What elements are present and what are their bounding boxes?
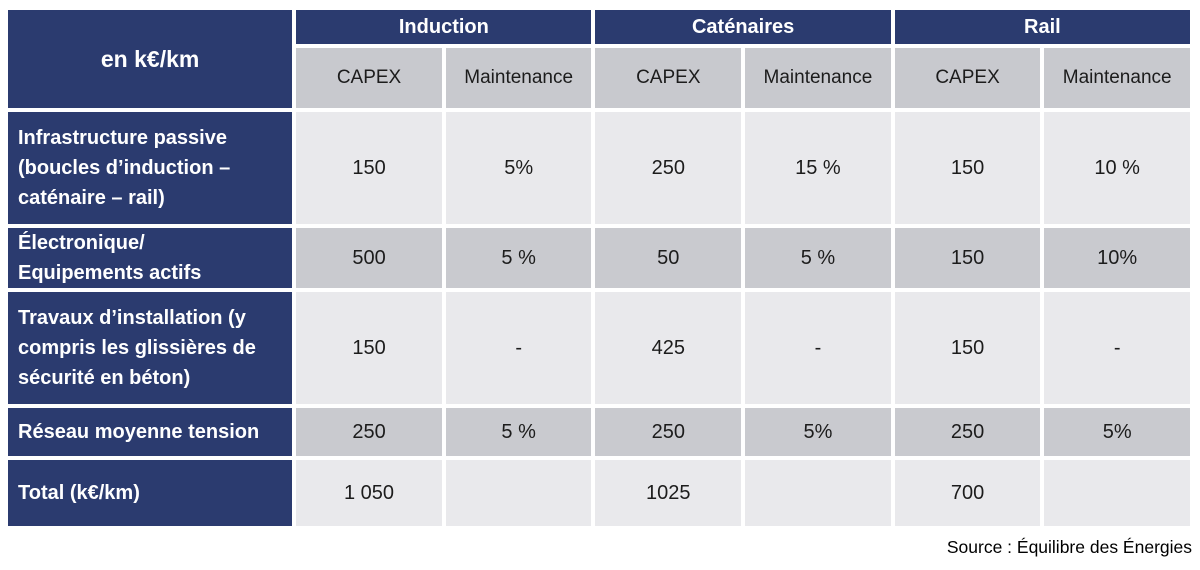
subheader-induction-capex: CAPEX [296,48,442,108]
row-label: Infrastructure passive (boucles d’induct… [8,112,293,224]
cell-rail-capex: 250 [894,408,1041,456]
source-attribution: Source : Équilibre des Énergies [946,537,1192,557]
cell-rail-capex: 150 [894,292,1041,404]
subheader-rail-maintenance: Maintenance [1044,48,1190,108]
table-row-electronique: Électronique/ Equipements actifs 500 5 %… [8,228,1190,288]
table-unit-label: en k€/km [8,10,293,108]
cell-catenaires-total: 1025 [595,460,742,526]
group-header-row: en k€/km Induction Caténaires Rail [8,10,1190,108]
cell-catenaires-capex: 50 [595,228,742,288]
row-label: Travaux d’installation (y compris les gl… [8,292,293,404]
subheader-catenaires-capex: CAPEX [595,48,742,108]
cell-induction-maintenance: 5% [445,112,592,224]
cost-per-km-table: en k€/km Induction Caténaires Rail CAPEX… [4,6,1194,530]
cell-induction-maintenance: 5 % [445,408,592,456]
cell-rail-capex: 150 [894,112,1041,224]
cell-catenaires-capex: 425 [595,292,742,404]
table-row-travaux-installation: Travaux d’installation (y compris les gl… [8,292,1190,404]
subheader-induction-maintenance: Maintenance [445,48,592,108]
cell-induction-capex: 500 [296,228,442,288]
row-label: Électronique/ Equipements actifs [8,228,293,288]
subheader-row: CAPEX Maintenance CAPEX Maintenance CAPE… [8,48,1190,108]
row-label-total: Total (k€/km) [8,460,293,526]
cell-catenaires-maintenance: - [745,292,891,404]
column-group-catenaires: Caténaires [595,10,891,44]
table-row-reseau-moyenne-tension: Réseau moyenne tension 250 5 % 250 5% 25… [8,408,1190,456]
subheader-catenaires-maintenance: Maintenance [745,48,891,108]
cell-induction-capex: 250 [296,408,442,456]
cell-catenaires-capex: 250 [595,408,742,456]
cell-catenaires-maintenance: 5 % [745,228,891,288]
cell-rail-capex: 150 [894,228,1041,288]
cell-rail-maintenance: 10 % [1044,112,1190,224]
cell-induction-capex: 150 [296,292,442,404]
cell-rail-total: 700 [894,460,1041,526]
cell-catenaires-maintenance: 15 % [745,112,891,224]
table-row-total: Total (k€/km) 1 050 1025 700 [8,460,1190,526]
cell-catenaires-maintenance: 5% [745,408,891,456]
row-label: Réseau moyenne tension [8,408,293,456]
cell-induction-capex: 150 [296,112,442,224]
cell-induction-total: 1 050 [296,460,442,526]
cell-induction-maintenance: 5 % [445,228,592,288]
subheader-rail-capex: CAPEX [894,48,1041,108]
cell-rail-total-empty [1044,460,1190,526]
column-group-induction: Induction [296,10,592,44]
table-row-infrastructure-passive: Infrastructure passive (boucles d’induct… [8,112,1190,224]
cell-rail-maintenance: 5% [1044,408,1190,456]
cell-induction-maintenance: - [445,292,592,404]
cell-induction-total-empty [445,460,592,526]
cell-rail-maintenance: - [1044,292,1190,404]
column-group-rail: Rail [894,10,1190,44]
cell-rail-maintenance: 10% [1044,228,1190,288]
cell-catenaires-total-empty [745,460,891,526]
cell-catenaires-capex: 250 [595,112,742,224]
